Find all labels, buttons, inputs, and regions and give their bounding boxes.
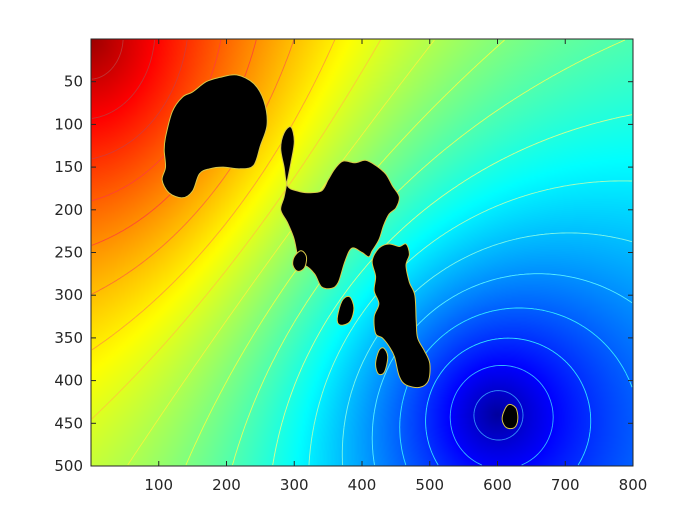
x-tick-label: 400 [348,476,377,494]
y-tick-label: 50 [64,73,83,91]
contour-level-3 [425,337,592,466]
contour-level-12 [91,39,381,420]
x-tick-label: 700 [551,476,580,494]
obstacle-7 [501,403,519,430]
contour-level-4 [399,307,633,466]
obstacles [161,74,519,430]
x-tick-label: 600 [483,476,512,494]
obstacle-2 [280,126,400,290]
y-tick-label: 400 [54,372,83,390]
x-tick-label: 800 [619,476,648,494]
y-tick-label: 200 [54,201,83,219]
x-tick-label: 300 [280,476,309,494]
obstacle-1 [161,74,268,199]
y-tick-label: 100 [54,115,83,133]
x-tick-label: 100 [144,476,173,494]
obstacle-4 [336,295,355,326]
y-tick-label: 150 [54,158,83,176]
obstacle-3 [371,243,431,389]
contour-level-17 [91,39,188,160]
x-tick-label: 500 [415,476,444,494]
x-tick-label: 200 [212,476,241,494]
y-tick-label: 350 [54,329,83,347]
obstacle-6 [375,347,389,376]
plot-area [91,39,633,466]
y-tick-label: 500 [54,457,83,475]
contour-level-2 [449,364,554,466]
y-tick-label: 250 [54,244,83,262]
contour-level-18 [91,39,156,119]
contour-level-1 [473,390,524,441]
y-tick-label: 450 [54,414,83,432]
contour-level-19 [91,39,124,80]
obstacle-5 [292,250,308,272]
x-axis: 100 200 300 400 500 600 700 800 [144,39,647,494]
y-tick-label: 300 [54,286,83,304]
y-axis: 50 100 150 200 250 300 350 400 450 500 [54,73,633,475]
contour-level-13 [91,39,336,351]
